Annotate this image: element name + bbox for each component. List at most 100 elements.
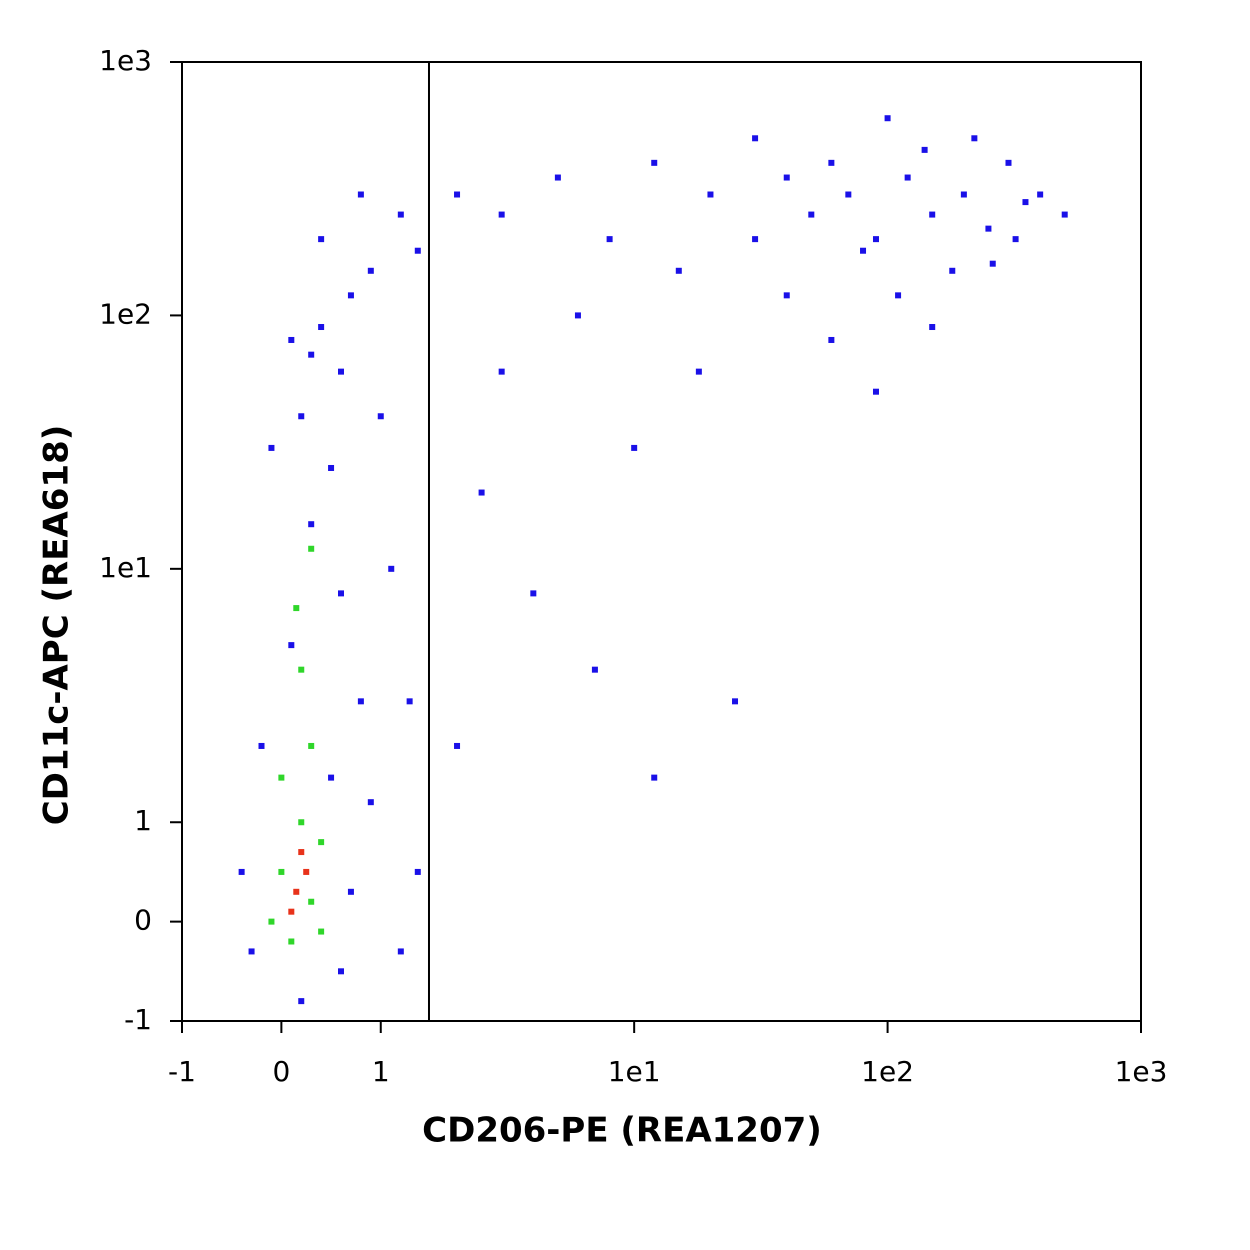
point	[752, 236, 759, 243]
point	[985, 225, 992, 232]
point	[872, 388, 879, 395]
point	[238, 868, 245, 875]
point	[318, 839, 325, 846]
point	[298, 998, 305, 1005]
point	[554, 174, 561, 181]
point	[258, 742, 265, 749]
point	[971, 135, 978, 142]
point	[318, 928, 325, 935]
point	[388, 565, 395, 572]
point	[308, 351, 315, 358]
y-tick-label: 0	[134, 904, 152, 937]
x-axis-label: CD206-PE (REA1207)	[422, 1111, 822, 1151]
point	[783, 174, 790, 181]
point	[298, 849, 305, 856]
point	[707, 191, 714, 198]
y-axis-label: CD11c-APC (REA618)	[37, 425, 77, 826]
point	[478, 489, 485, 496]
plot-frame	[181, 61, 1142, 1022]
x-tick-label: 1e3	[1115, 1055, 1168, 1088]
point	[989, 260, 996, 267]
point	[248, 948, 255, 955]
point	[872, 236, 879, 243]
point	[293, 888, 300, 895]
y-tick-label: 1e1	[99, 551, 152, 584]
x-tick-label: 0	[272, 1055, 290, 1088]
point	[498, 211, 505, 218]
point	[308, 545, 315, 552]
point	[347, 888, 354, 895]
point	[397, 948, 404, 955]
point	[357, 698, 364, 705]
point	[298, 413, 305, 420]
point	[1037, 191, 1044, 198]
point	[1022, 199, 1029, 206]
point	[1005, 159, 1012, 166]
point	[591, 666, 598, 673]
point	[808, 211, 815, 218]
point	[949, 267, 956, 274]
point	[298, 819, 305, 826]
x-tick-label: 1e1	[608, 1055, 661, 1088]
x-tick-label: 1e2	[861, 1055, 914, 1088]
point	[651, 774, 658, 781]
point	[904, 174, 911, 181]
point	[921, 146, 928, 153]
y-tick-label: 1	[134, 804, 152, 837]
point	[651, 159, 658, 166]
point	[338, 590, 345, 597]
point	[1012, 236, 1019, 243]
point	[631, 444, 638, 451]
point	[929, 324, 936, 331]
point	[675, 267, 682, 274]
y-tick-label: 1e3	[99, 44, 152, 77]
point	[347, 292, 354, 299]
point	[308, 898, 315, 905]
point	[960, 191, 967, 198]
point	[884, 115, 891, 122]
point	[498, 368, 505, 375]
x-tick-label: -1	[168, 1055, 196, 1088]
point	[318, 236, 325, 243]
point	[1061, 211, 1068, 218]
point	[328, 774, 335, 781]
point	[860, 247, 867, 254]
point	[288, 336, 295, 343]
point	[406, 698, 413, 705]
point	[367, 799, 374, 806]
y-tick-label: -1	[124, 1003, 152, 1036]
point	[732, 698, 739, 705]
point	[293, 605, 300, 612]
point	[783, 292, 790, 299]
point	[288, 642, 295, 649]
point	[895, 292, 902, 299]
point	[357, 191, 364, 198]
point	[377, 413, 384, 420]
point	[268, 444, 275, 451]
point	[318, 324, 325, 331]
y-tick-label: 1e2	[99, 297, 152, 330]
point	[308, 742, 315, 749]
point	[828, 159, 835, 166]
point	[414, 868, 421, 875]
point	[303, 868, 310, 875]
point	[454, 191, 461, 198]
point	[397, 211, 404, 218]
point	[268, 918, 275, 925]
point	[606, 236, 613, 243]
point	[328, 464, 335, 471]
point	[308, 521, 315, 528]
point	[338, 368, 345, 375]
point	[338, 968, 345, 975]
point	[828, 336, 835, 343]
point	[752, 135, 759, 142]
point	[454, 742, 461, 749]
point	[298, 666, 305, 673]
point	[414, 247, 421, 254]
point	[845, 191, 852, 198]
point	[574, 312, 581, 319]
point	[530, 590, 537, 597]
point	[695, 368, 702, 375]
point	[288, 908, 295, 915]
